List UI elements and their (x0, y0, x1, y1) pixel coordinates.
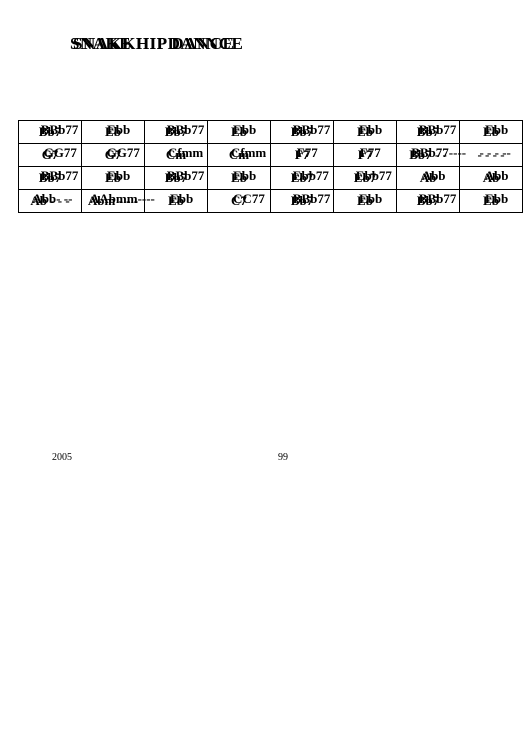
chord-cell: GG77G7 (82, 144, 145, 167)
chord-text: Eb (483, 194, 499, 207)
table-row: Abb- --Ab - - -AAbmm----Abm - - -EbbEbCC… (19, 190, 523, 213)
chord-text: Eb (357, 125, 373, 138)
title-shadow: SNAKKHIPDANNCE (73, 34, 243, 54)
chord-text: Bb7 (39, 125, 61, 138)
chord-cell: BBb77Bb7 (271, 190, 334, 213)
chord-text: F7 (358, 148, 372, 161)
table-row: GG77G7GG77G7CfmmCmCfmmCmF77F7F77F7BBb77-… (19, 144, 523, 167)
chord-text: Bb7 (417, 194, 439, 207)
chord-cell: AbbAb (397, 167, 460, 190)
chord-cell: EbbEb (460, 121, 523, 144)
chord-text: Bb7 (165, 171, 187, 184)
chord-cell: F77F7 (334, 144, 397, 167)
chord-text: Eb (231, 171, 247, 184)
chord-cell: CC77C7 (208, 190, 271, 213)
chord-text: Bb7 (165, 125, 187, 138)
title-block: SNAKKHIPDANNCE SNAKE HIP DANCE (70, 34, 234, 54)
chord-cell: F77F7 (271, 144, 334, 167)
chord-table: BBb77Bb7EbbEbBBb77Bb7EbbEbBBb77Bb7EbbEbB… (18, 120, 523, 213)
chord-cell: Abb- --Ab - - - (19, 190, 82, 213)
chord-text: Eb (105, 125, 121, 138)
chord-table-body: BBb77Bb7EbbEbBBb77Bb7EbbEbBBb77Bb7EbbEbB… (19, 121, 523, 213)
chord-cell: BBb77Bb7 (397, 190, 460, 213)
chord-cell: BBb77Bb7 (19, 167, 82, 190)
chord-cell: EbbEb (334, 190, 397, 213)
chord-text: Bb7 (417, 125, 439, 138)
chord-cell: BBb77Bb7 (145, 167, 208, 190)
chord-cell: BBb77Bb7 (271, 121, 334, 144)
chord-text: G7 (105, 148, 122, 161)
chord-cell: BBb77----Bb7 - - (397, 144, 460, 167)
chord-cell: GG77G7 (19, 144, 82, 167)
chord-cell: BBb77Bb7 (19, 121, 82, 144)
chord-cell: BBb77Bb7 (145, 121, 208, 144)
chord-text: Eb7 (291, 171, 313, 184)
table-row: BBb77Bb7EbbEbBBb77Bb7EbbEbBBb77Bb7EbbEbB… (19, 121, 523, 144)
chord-cell: Ebb77Eb7 (271, 167, 334, 190)
chord-text: Eb (357, 194, 373, 207)
chord-text: Bb7 (39, 171, 61, 184)
chord-cell: CfmmCm (208, 144, 271, 167)
chord-text: Bb7 (291, 125, 313, 138)
chord-cell: EbbEb (334, 121, 397, 144)
chord-text: Eb (231, 125, 247, 138)
chord-text: C7 (231, 194, 247, 207)
chord-cell: Ebb77Eb7 (334, 167, 397, 190)
chord-text: Abm - - - (88, 194, 138, 207)
chord-text: Ab (420, 171, 437, 184)
chord-cell: CfmmCm (145, 144, 208, 167)
chord-text: Cm (229, 148, 249, 161)
chord-text: Ab (483, 171, 500, 184)
chord-text: Cm (166, 148, 186, 161)
chord-cell: AbbAb (460, 167, 523, 190)
chord-text: F7 (295, 148, 309, 161)
chord-cell: EbbEb (208, 121, 271, 144)
chord-text: Eb7 (354, 171, 376, 184)
page: SNAKKHIPDANNCE SNAKE HIP DANCE BBb77Bb7E… (0, 0, 530, 749)
chord-text: Eb (483, 125, 499, 138)
chord-cell: EbbEb (460, 190, 523, 213)
chord-cell: - - - --- - - - (460, 144, 523, 167)
table-row: BBb77Bb7EbbEbBBb77Bb7EbbEbEbb77Eb7Ebb77E… (19, 167, 523, 190)
chord-cell: EbbEb (145, 190, 208, 213)
chord-text: Ab - - - (30, 194, 69, 207)
chord-text: Bb7 (291, 194, 313, 207)
chord-cell: EbbEb (208, 167, 271, 190)
chord-text: Eb (105, 171, 121, 184)
chord-cell: AAbmm----Abm - - - (82, 190, 145, 213)
chord-cell: EbbEb (82, 121, 145, 144)
footer-year: 2005 (52, 452, 72, 463)
chord-cell: BBb77Bb7 (397, 121, 460, 144)
chord-text: - - - - (477, 148, 504, 161)
chord-cell: EbbEb (82, 167, 145, 190)
chord-text: G7 (42, 148, 59, 161)
footer-page-number: 99 (278, 452, 288, 463)
chord-text: Eb (168, 194, 184, 207)
chord-text: Bb7 - - (409, 148, 447, 161)
